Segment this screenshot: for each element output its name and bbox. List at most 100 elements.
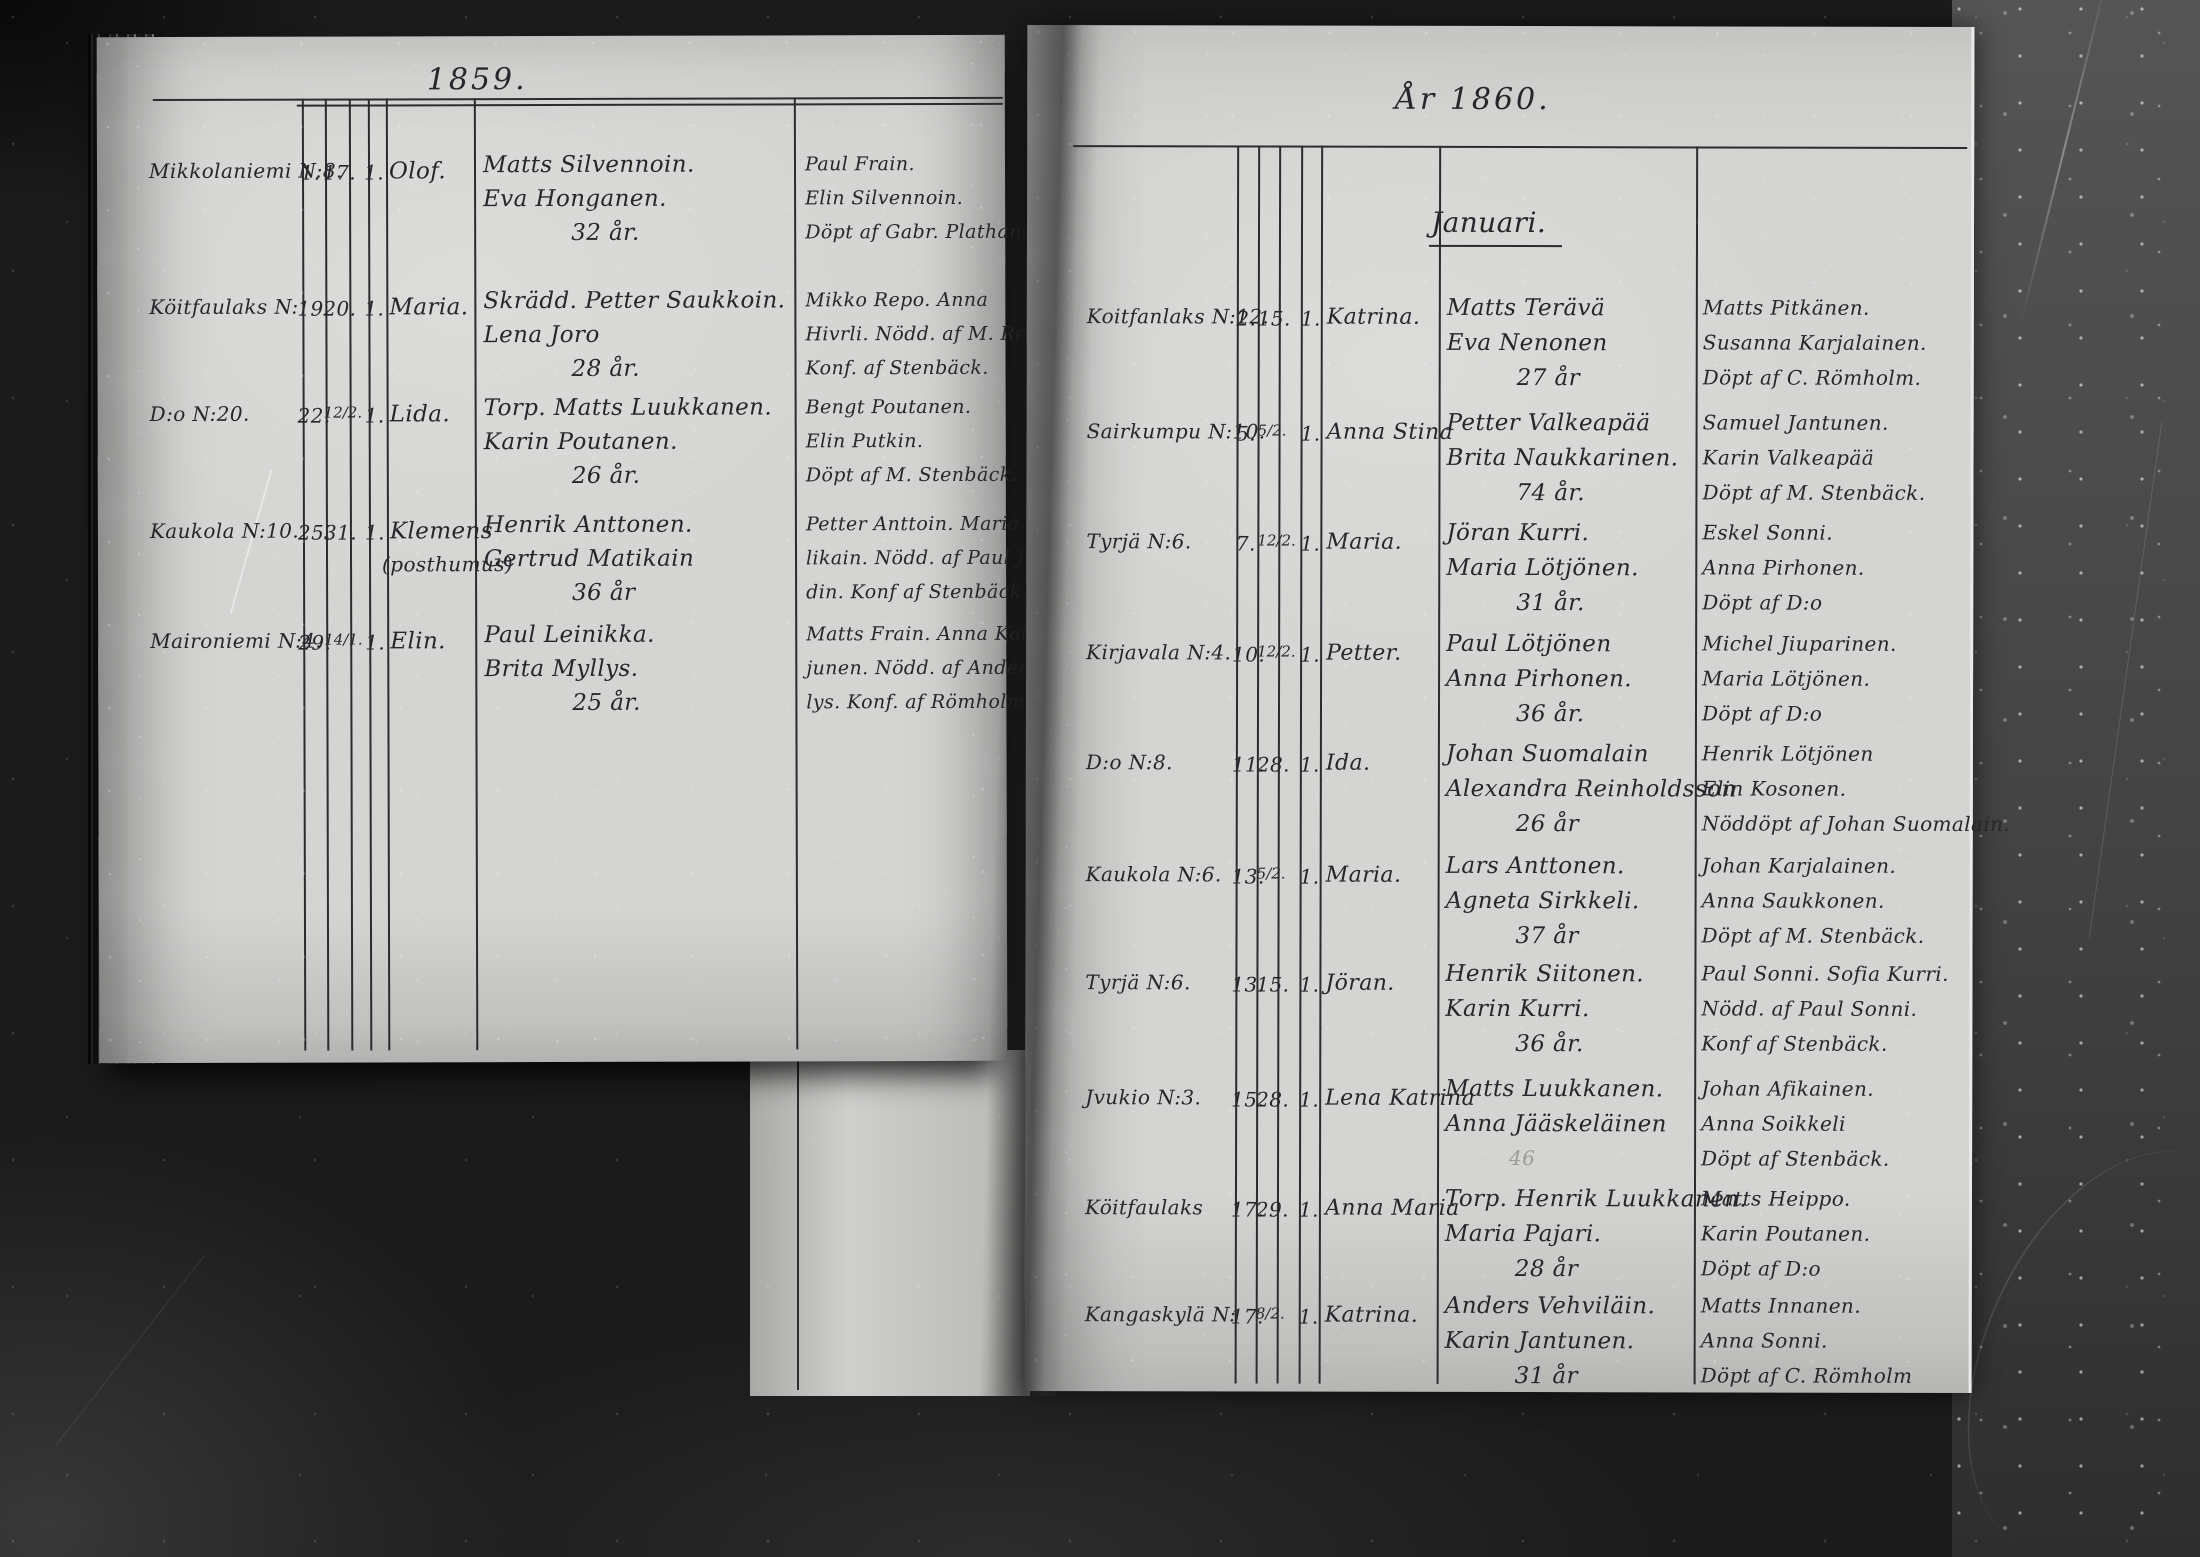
village-cell: Tyrjä N:6. [1085,970,1191,995]
age-line: 37 år [1515,923,1579,950]
right-page: År 1860. Januari. Koitfanlaks N:12. 2. 1… [1024,25,2010,1393]
count-cell: 1. [1300,642,1321,667]
age-line: 32 år. [571,219,640,246]
witness-line: Eskel Sonni. [1702,520,1834,545]
age-line: 31 år. [1516,590,1585,617]
birth-day-cell: 5. [1236,421,1257,446]
witnesses-cell: Matts Heippo. Karin Poutanen. Döpt af D:… [1701,1186,1871,1291]
age-line: 27 år [1516,365,1581,392]
parent-line: Eva Nenonen [1446,329,1608,357]
parent-line: Anna Jääskeläinen [1445,1110,1667,1138]
witness-line: Henrik Lötjönen [1701,741,1874,766]
village-cell: Kaukola N:10. [149,518,300,544]
header-rule [296,102,1003,107]
child-name-cell: Olof. [388,158,447,185]
baptism-day-cell: 12/2. [323,403,363,422]
witness-line: Döpt af M. Stenbäck. [805,463,1019,487]
parent-line: Karin Poutanen. [483,428,678,456]
village-cell: Kirjavala N:4. [1086,640,1232,665]
gutter-page-strip [750,1050,1030,1396]
scratch-mark [56,1255,205,1445]
witness-line: Elin Putkin. [805,430,924,453]
parents-cell: Henrik Siitonen. Karin Kurri. 36 år. [1445,961,1644,1066]
parents-cell: Paul Leinikka. Brita Myllys. 25 år. [484,622,655,724]
birth-day-cell: 15. [1231,1087,1265,1112]
register-row: Kangaskylä N: 17. 8/2. 1. Katrina. Ander… [1025,1292,1969,1389]
parent-line: Anna Pirhonen. [1446,665,1632,693]
age-line: 74 år. [1516,480,1585,507]
column-rule [793,97,799,1050]
column-rule [797,1050,799,1390]
parent-line: Karin Kurri. [1445,995,1590,1023]
count-cell: 1. [364,296,385,321]
witness-line: Elin Kosonen. [1701,776,1847,801]
witness-line: Döpt af C. Römholm. [1702,365,1922,390]
parent-line: Matts Luukkanen. [1445,1075,1664,1103]
witness-line: Döpt af C. Römholm [1700,1363,1913,1388]
witness-line: Samuel Jantunen. [1702,410,1889,435]
witness-line: Matts Pitkänen. [1702,295,1870,320]
witness-line: Elin Silvennoin. [805,186,964,210]
child-name-cell: Maria. [1325,862,1402,888]
witnesses-cell: Matts Pitkänen. Susanna Karjalainen. Döp… [1703,295,1927,400]
witness-line: Karin Poutanen. [1700,1221,1871,1246]
birth-day-cell: 17. [1230,1197,1264,1222]
child-name-cell: Jöran. [1325,970,1395,996]
child-name-cell: Klemens [389,518,493,545]
parent-line: Skrädd. Petter Saukkoin. [483,287,786,315]
parents-cell: Anders Vehviläin. Karin Jantunen. 31 år [1445,1293,1656,1398]
baptism-day-cell: 31. [323,520,358,545]
parents-cell: Torp. Matts Luukkanen. Karin Poutanen. 2… [484,394,773,497]
birth-day-cell: 2. [1236,306,1257,331]
age-line: 36 år [572,579,636,606]
parent-line: Paul Lötjönen [1446,630,1612,658]
parent-line: Matts Silvennoin. [482,151,695,179]
baptism-day-cell: 8/2. [1255,1304,1285,1323]
witness-line: Karin Valkeapää [1702,445,1875,470]
count-cell: 1. [1298,1304,1319,1329]
register-row: Tyrjä N:6. 7. 12/2. 1. Maria. Jöran Kurr… [1026,519,1970,616]
parent-line: Anders Vehviläin. [1444,1292,1656,1320]
witness-line: Döpt af D:o [1700,1256,1822,1281]
witness-line: Döpt af M. Stenbäck. [1702,480,1926,505]
child-name-cell: Maria. [1326,529,1403,555]
header-rule [1073,145,1968,149]
parent-line: Torp. Matts Luukkanen. [483,394,773,422]
village-cell: D:o N:20. [149,401,250,427]
witness-line: Susanna Karjalainen. [1702,330,1927,355]
parent-line: Johan Suomalain [1445,740,1649,768]
witnesses-cell: Michel Jiuparinen. Maria Lötjönen. Döpt … [1702,631,1897,736]
village-cell: Köitfaulaks [1084,1195,1204,1220]
register-row: D:o N:20. 22. 12/2. 1. Lida. Torp. Matts… [98,394,1018,489]
count-cell: 1. [1299,972,1320,997]
parent-line: Alexandra Reinholdsson [1445,775,1737,803]
child-name-cell: Anna Maria [1324,1195,1460,1221]
witness-line: Mikko Repo. Anna [805,288,989,312]
count-cell: 1. [364,160,384,185]
parent-line: Paul Leinikka. [484,621,655,649]
birth-day-cell: 13. [1231,864,1265,889]
parents-cell: Skrädd. Petter Saukkoin. Lena Joro 28 år… [483,287,785,390]
register-row: Köitfaulaks N: 19. 20. 1. Maria. Skrädd.… [97,287,1057,382]
baptism-day-cell: 12/2. [1257,531,1296,550]
birth-day-cell: 17. [1230,1304,1264,1329]
witnesses-cell: Mikko Repo. Anna Hivrli. Nödd. af M. Rep… [805,289,1057,392]
left-page: 1859. Mikkolaniemi N:8. 1. 17. 1. Olof. … [96,34,1089,1064]
count-cell: 1. [1300,531,1321,556]
birth-day-cell: 7. [1235,531,1256,556]
count-cell: 1. [364,520,385,545]
age-line: 26 år [1515,811,1580,838]
parent-line: Jöran Kurri. [1446,519,1590,547]
witnesses-cell: Bengt Poutanen. Elin Putkin. Döpt af M. … [806,396,1019,499]
parents-cell: Jöran Kurri. Maria Lötjönen. 31 år. [1446,520,1639,625]
witness-line: Johan Karjalainen. [1701,853,1897,878]
witness-line: Bengt Poutanen. [805,395,972,419]
count-cell: 1. [1298,1197,1319,1222]
village-cell: Jvukio N:3. [1085,1085,1202,1110]
parents-cell: Petter Valkeapää Brita Naukkarinen. 74 å… [1446,410,1678,515]
register-row: Kaukola N:10. 25. 31. 1. Klemens (posthu… [98,511,1064,606]
child-name-cell: Ida. [1325,750,1371,776]
birth-day-cell: 10. [1232,642,1266,667]
village-cell: Kangaskylä N: [1084,1302,1237,1327]
parent-line: Lars Anttonen. [1445,852,1625,880]
